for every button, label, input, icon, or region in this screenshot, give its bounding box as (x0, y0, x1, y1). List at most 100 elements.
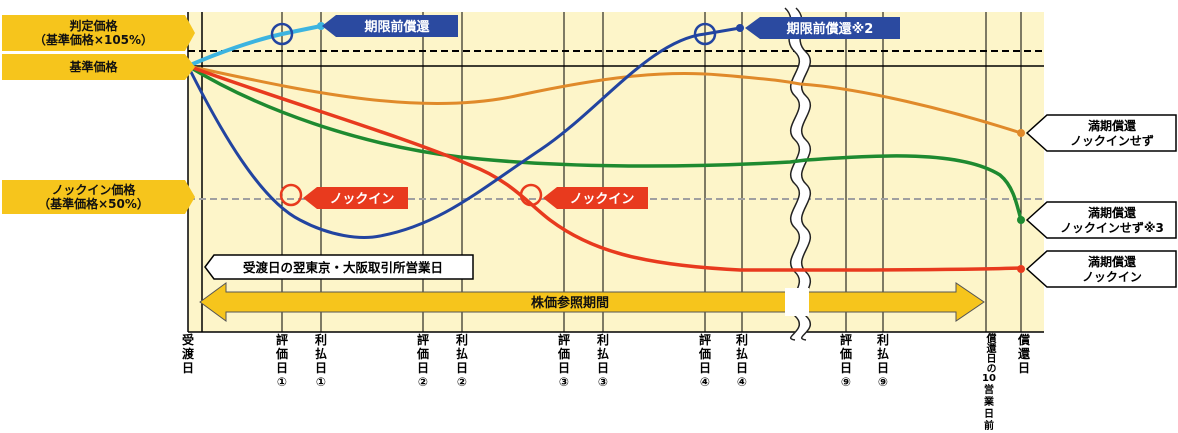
marker-early-redemption-1 (270, 22, 294, 46)
x-label-eval-3-char: 日 (557, 361, 570, 375)
x-label-ten-days-before-char: 10 (982, 373, 996, 384)
callout-maturity-no-knockin-3-line2: ノックインせず※3 (1060, 220, 1164, 235)
callout-maturity-no-knockin-3-shape (1025, 201, 1177, 239)
x-label-eval-3-char: 価 (557, 347, 570, 361)
path-red-maturity-knockin (187, 64, 1022, 272)
banner-early-redemption-2-shape (745, 17, 900, 39)
diagram-canvas: 期限前償還 期限前償還※2 ノックイン ノックイン 株価参照期間 受渡日の翌東京… (186, 7, 1177, 341)
knockin-price-label: ノックイン価格 (51, 183, 136, 197)
banner-knockin-1-text: ノックイン (330, 192, 395, 207)
x-label-eval-1-char: 価 (275, 347, 288, 361)
marker-knockin-1 (279, 183, 303, 207)
x-label-ten-days-before: 償還日の 10 営業日前 (981, 333, 997, 433)
x-label-pay-2-char: 日 (455, 361, 468, 375)
x-label-eval-3-char: ③ (558, 375, 570, 389)
x-label-eval-3-char: 評 (557, 333, 570, 347)
knockin-price-sublabel: （基準価格×50%） (38, 197, 149, 211)
banner-knockin-2-text: ノックイン (570, 192, 635, 207)
callout-maturity-knockin-line2: ノックイン (1082, 270, 1142, 284)
x-label-eval-9-char: 日 (839, 361, 852, 375)
x-label-eval-4-char: 日 (698, 361, 711, 375)
callout-maturity-no-knockin-shape (1025, 114, 1177, 152)
reference-period-label: 株価参照期間 (531, 295, 609, 311)
x-label-delivery-char: 受 (181, 333, 194, 347)
x-label-pay-3-char: ③ (597, 375, 609, 389)
plot-area (188, 12, 1044, 332)
callout-maturity-knockin-shape (1025, 250, 1177, 288)
x-label-pay-4-char: 日 (735, 361, 748, 375)
x-label-pay-2-char: 利 (455, 333, 468, 347)
x-label-delivery-char: 日 (181, 361, 194, 375)
path-orange-maturity-no-knockin (187, 64, 1022, 135)
x-label-redemption-char: 償 (1017, 333, 1030, 347)
x-label-pay-3-char: 利 (596, 333, 609, 347)
x-label-eval-4-char: ④ (699, 375, 711, 389)
x-label-pay-1-char: 日 (314, 361, 327, 375)
diagram-stage: 期限前償還 期限前償還※2 ノックイン ノックイン 株価参照期間 受渡日の翌東京… (2, 7, 1177, 432)
base-price-tag: 基準価格 (2, 54, 195, 80)
x-label-redemption-char: 還 (1017, 347, 1030, 361)
x-label-redemption: 償還日 (1016, 333, 1032, 375)
marker-early-redemption-2 (693, 22, 717, 46)
x-label-pay-9-char: ⑨ (877, 375, 889, 389)
banner-knockin-2-shape (543, 187, 648, 209)
banner-knockin-1-shape (303, 187, 408, 209)
end-point-blue (736, 24, 744, 32)
x-label-pay-3-char: 日 (596, 361, 609, 375)
x-label-pay-1-char: 利 (314, 333, 327, 347)
x-label-eval-9-char: ⑨ (840, 375, 852, 389)
x-label-eval-1-char: 日 (275, 361, 288, 375)
x-label-eval-2-char: 価 (416, 347, 429, 361)
x-label-eval-2-char: 評 (416, 333, 429, 347)
x-label-pay-9-char: 払 (876, 347, 889, 361)
end-point-green (1017, 216, 1025, 224)
x-label-pay-4-char: 払 (735, 347, 748, 361)
banner-early-redemption-1-shape (322, 15, 458, 37)
callout-delivery-next-day-text: 受渡日の翌東京・大阪取引所営業日 (243, 260, 443, 275)
path-cyan-early-redemption (187, 24, 322, 68)
path-green-maturity-no-knockin-3 (187, 64, 1023, 221)
x-label-eval-2-char: ② (417, 375, 429, 389)
marker-knockin-2 (519, 183, 543, 207)
x-label-eval-1-char: 評 (275, 333, 288, 347)
x-label-delivery: 受渡日 (180, 333, 196, 375)
x-label-eval-9-char: 価 (839, 347, 852, 361)
judgement-price-sublabel: （基準価格×105%） (33, 33, 154, 47)
x-label-pay-2-char: ② (456, 375, 468, 389)
callout-maturity-no-knockin-line1: 満期償還 (1088, 118, 1137, 133)
judgement-price-label: 判定価格 (69, 19, 118, 33)
arrow-break-gap (785, 288, 809, 316)
x-label-ten-days-before-char: 営 (984, 385, 994, 396)
path-blue-early-redemption-2 (186, 26, 741, 239)
x-label-eval-4-char: 価 (698, 347, 711, 361)
end-point-red (1017, 265, 1025, 273)
base-price-label: 基準価格 (69, 60, 118, 74)
axis-break-gap (785, 8, 811, 340)
x-label-ten-days-before-char: 日 (984, 409, 994, 420)
x-label-eval-4-char: 評 (698, 333, 711, 347)
x-label-delivery-char: 渡 (181, 347, 194, 361)
banner-early-redemption-1-text: 期限前償還 (364, 19, 430, 35)
end-point-orange (1017, 129, 1025, 137)
x-label-ten-days-before-char: 前 (984, 421, 994, 432)
banner-early-redemption-2-text: 期限前償還※2 (787, 21, 874, 37)
x-label-pay-3-char: 払 (596, 347, 609, 361)
x-label-eval-1-char: ① (276, 375, 288, 389)
x-label-eval-9-char: 評 (839, 333, 852, 347)
x-label-redemption-char: 日 (1017, 361, 1030, 375)
callout-maturity-no-knockin-line2: ノックインせず (1070, 133, 1154, 148)
x-label-pay-4-char: 利 (735, 333, 748, 347)
x-label-pay-1-char: ① (315, 375, 327, 389)
knockin-price-tag: ノックイン価格 （基準価格×50%） (2, 180, 195, 214)
callout-delivery-next-day-shape (204, 254, 474, 280)
